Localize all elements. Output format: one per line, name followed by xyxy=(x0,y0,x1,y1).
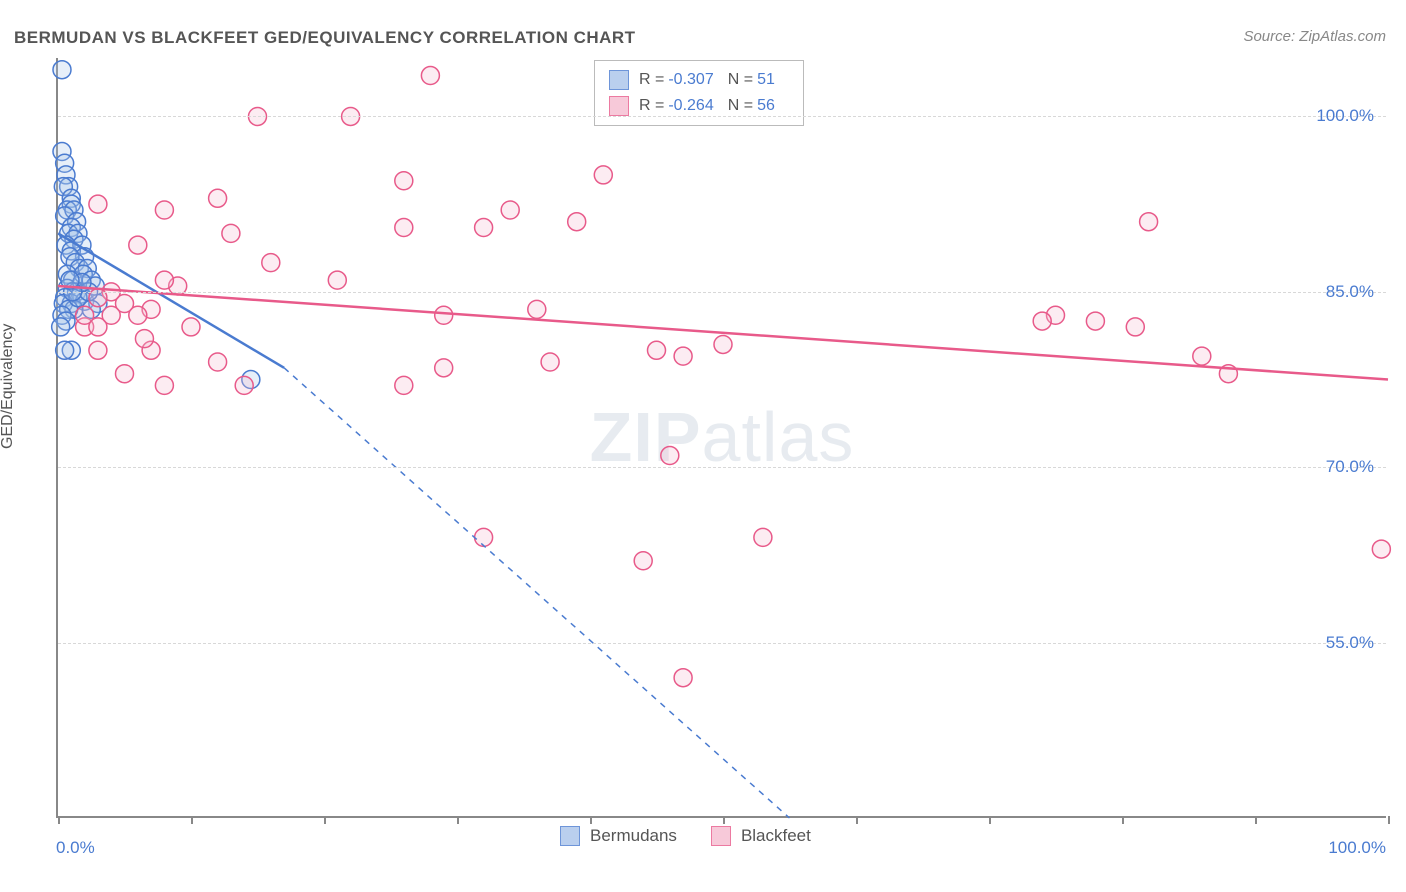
data-point xyxy=(1193,347,1211,365)
data-point xyxy=(182,318,200,336)
data-point xyxy=(155,271,173,289)
x-tick xyxy=(723,816,725,824)
legend-row: R =-0.264N =56 xyxy=(609,93,789,119)
trend-line-extrapolated xyxy=(284,368,789,818)
y-tick-label: 55.0% xyxy=(1326,633,1374,653)
x-tick xyxy=(856,816,858,824)
legend-label: Blackfeet xyxy=(741,826,811,846)
data-point xyxy=(475,219,493,237)
data-point xyxy=(754,528,772,546)
data-point xyxy=(262,254,280,272)
data-point xyxy=(89,318,107,336)
x-axis-min-label: 0.0% xyxy=(56,838,95,858)
data-point xyxy=(56,341,74,359)
x-axis-max-label: 100.0% xyxy=(1328,838,1386,858)
data-point xyxy=(395,172,413,190)
gridline xyxy=(58,292,1386,293)
data-point xyxy=(155,201,173,219)
legend-item: Blackfeet xyxy=(711,826,811,846)
data-point xyxy=(674,669,692,687)
data-point xyxy=(568,213,586,231)
data-point xyxy=(634,552,652,570)
data-point xyxy=(53,61,71,79)
data-point xyxy=(594,166,612,184)
data-point xyxy=(714,335,732,353)
data-point xyxy=(1126,318,1144,336)
y-tick-label: 100.0% xyxy=(1316,106,1374,126)
chart-title: BERMUDAN VS BLACKFEET GED/EQUIVALENCY CO… xyxy=(14,28,636,48)
data-point xyxy=(528,300,546,318)
data-point xyxy=(1033,312,1051,330)
data-point xyxy=(129,306,147,324)
y-tick-label: 70.0% xyxy=(1326,457,1374,477)
data-point xyxy=(501,201,519,219)
legend-swatch xyxy=(560,826,580,846)
y-tick-label: 85.0% xyxy=(1326,282,1374,302)
x-tick xyxy=(58,816,60,824)
source-attribution: Source: ZipAtlas.com xyxy=(1243,28,1386,45)
data-point xyxy=(475,528,493,546)
gridline xyxy=(58,643,1386,644)
x-tick xyxy=(1388,816,1390,824)
x-tick xyxy=(1255,816,1257,824)
data-point xyxy=(116,365,134,383)
data-point xyxy=(674,347,692,365)
x-tick xyxy=(1122,816,1124,824)
plot-svg xyxy=(58,58,1386,816)
legend-label: Bermudans xyxy=(590,826,677,846)
trend-line xyxy=(58,286,1388,380)
y-axis-title: GED/Equivalency xyxy=(0,324,17,449)
data-point xyxy=(89,195,107,213)
gridline xyxy=(58,467,1386,468)
data-point xyxy=(89,341,107,359)
data-point xyxy=(209,353,227,371)
data-point xyxy=(135,330,153,348)
plot-area: ZIPatlas R =-0.307N =51R =-0.264N =56 55… xyxy=(56,58,1386,818)
legend-swatch xyxy=(711,826,731,846)
legend-swatch xyxy=(609,96,629,116)
data-point xyxy=(541,353,559,371)
data-point xyxy=(155,376,173,394)
legend-stats: R =-0.264N =56 xyxy=(639,93,789,119)
data-point xyxy=(209,189,227,207)
data-point xyxy=(1086,312,1104,330)
data-point xyxy=(395,376,413,394)
data-point xyxy=(1372,540,1390,558)
data-point xyxy=(52,318,70,336)
x-tick xyxy=(989,816,991,824)
data-point xyxy=(222,224,240,242)
legend-item: Bermudans xyxy=(560,826,677,846)
data-point xyxy=(129,236,147,254)
x-tick xyxy=(590,816,592,824)
data-point xyxy=(435,306,453,324)
gridline xyxy=(58,116,1386,117)
legend-stats: R =-0.307N =51 xyxy=(639,67,789,93)
data-point xyxy=(648,341,666,359)
legend-row: R =-0.307N =51 xyxy=(609,67,789,93)
series-legend: Bermudans Blackfeet xyxy=(560,826,811,846)
data-point xyxy=(395,219,413,237)
data-point xyxy=(435,359,453,377)
data-point xyxy=(328,271,346,289)
chart-container: BERMUDAN VS BLACKFEET GED/EQUIVALENCY CO… xyxy=(0,0,1406,892)
data-point xyxy=(235,376,253,394)
data-point xyxy=(421,67,439,85)
x-tick xyxy=(457,816,459,824)
x-tick xyxy=(324,816,326,824)
x-tick xyxy=(191,816,193,824)
legend-swatch xyxy=(609,70,629,90)
data-point xyxy=(1140,213,1158,231)
data-point xyxy=(661,447,679,465)
